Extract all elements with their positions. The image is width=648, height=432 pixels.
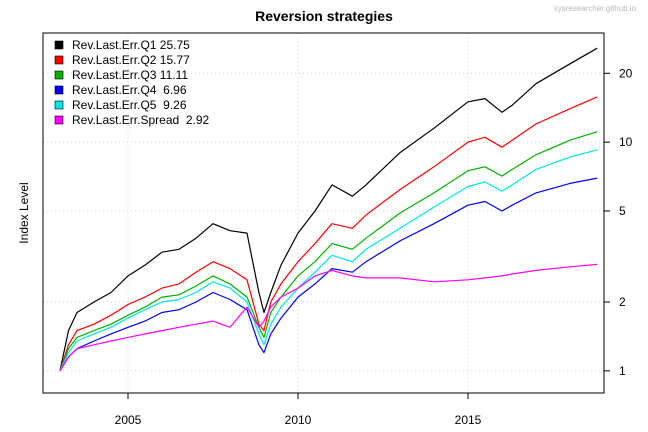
legend-label: Rev.Last.Err.Q5 9.26 [72, 98, 187, 112]
legend-swatch [54, 70, 64, 80]
legend-swatch [54, 100, 64, 110]
y-axis-label: Index Level [17, 182, 31, 243]
legend-swatch [54, 85, 64, 95]
series-line-rev-last-err-q5 [59, 149, 598, 372]
legend-swatch [54, 40, 64, 50]
series-line-rev-last-err-q2 [59, 96, 598, 371]
y-tick-label: 10 [619, 135, 633, 149]
series-line-rev-last-err-q3 [59, 131, 598, 372]
x-tick-label: 2015 [455, 413, 482, 427]
y-tick-label: 2 [619, 295, 626, 309]
legend-label: Rev.Last.Err.Q2 15.77 [72, 53, 190, 67]
legend-label: Rev.Last.Err.Spread 2.92 [72, 113, 210, 127]
series-lines [59, 47, 598, 372]
chart-title: Reversion strategies [255, 8, 393, 24]
series-line-rev-last-err-q4 [59, 177, 598, 372]
y-axis: 1 2 5 10 20 [604, 66, 633, 378]
series-line-rev-last-err-q1 [59, 47, 598, 371]
grid [43, 33, 604, 393]
legend-label: Rev.Last.Err.Q3 11.11 [72, 68, 188, 82]
legend-swatch [54, 55, 64, 65]
legend-label: Rev.Last.Err.Q1 25.75 [72, 38, 190, 52]
legend-label: Rev.Last.Err.Q4 6.96 [72, 83, 187, 97]
y-tick-label: 1 [619, 364, 626, 378]
series-line-rev-last-err-spread [59, 263, 598, 372]
legend-swatch [54, 115, 64, 125]
plot-frame [42, 32, 605, 394]
x-tick-label: 2005 [115, 413, 142, 427]
watermark: sysresearcher.github.io [554, 4, 637, 13]
x-tick-label: 2010 [285, 413, 312, 427]
y-tick-label: 5 [619, 204, 626, 218]
x-axis: 2005 2010 2015 [115, 393, 482, 427]
y-tick-label: 20 [619, 66, 633, 80]
